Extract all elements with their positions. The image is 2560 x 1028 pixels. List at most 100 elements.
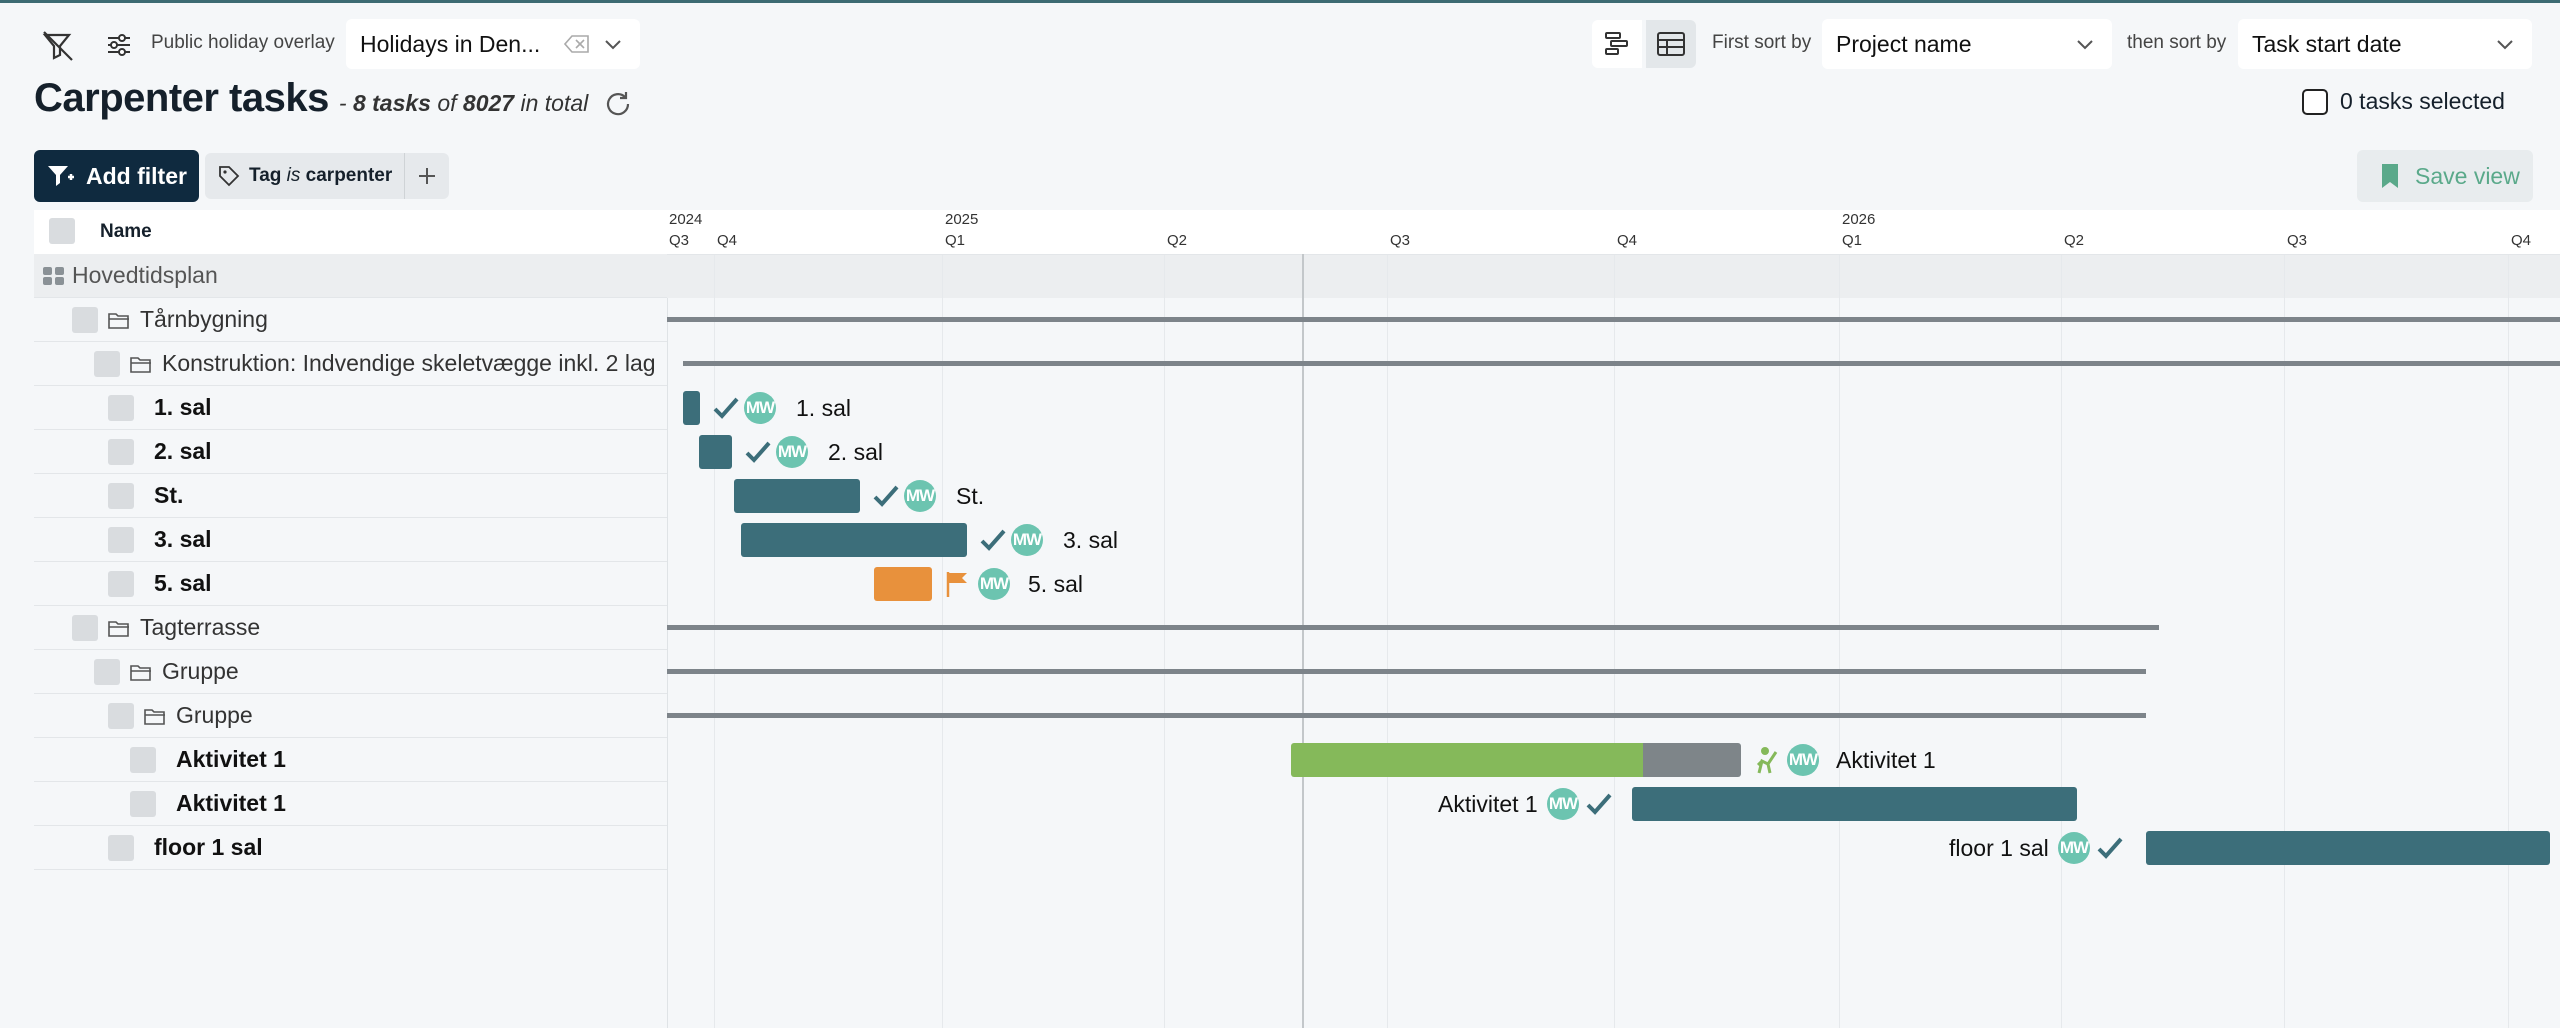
- check-icon: [980, 529, 1006, 551]
- check-icon: [1586, 793, 1612, 815]
- task-row[interactable]: 3. sal: [34, 518, 667, 562]
- select-all-checkbox[interactable]: [2302, 88, 2328, 115]
- progress-bar-remaining[interactable]: [1643, 743, 1741, 777]
- task-bar[interactable]: [699, 435, 732, 469]
- folder-icon: [144, 708, 165, 725]
- task-row[interactable]: 1. sal: [34, 386, 667, 430]
- quarter-label: Q4: [717, 232, 738, 249]
- row-checkbox[interactable]: [108, 570, 134, 597]
- holiday-overlay-select[interactable]: Holidays in Den...: [346, 19, 640, 69]
- task-row[interactable]: Tagterrasse: [34, 606, 667, 650]
- task-bar[interactable]: [2146, 831, 2550, 865]
- table-view-icon[interactable]: [1646, 20, 1696, 68]
- flag-icon: [946, 572, 967, 597]
- holiday-overlay-value: Holidays in Den...: [360, 30, 541, 57]
- row-checkbox[interactable]: [108, 438, 134, 465]
- first-sort-select[interactable]: Project name: [1822, 19, 2112, 69]
- task-row[interactable]: Hovedtidsplan: [34, 254, 667, 298]
- plus-icon[interactable]: [405, 153, 449, 199]
- refresh-icon[interactable]: [602, 90, 634, 122]
- tag-filter-value: carpenter: [300, 165, 393, 186]
- avatar[interactable]: MW: [904, 480, 936, 512]
- late-task-bar[interactable]: [874, 567, 932, 601]
- row-checkbox[interactable]: [94, 658, 120, 685]
- avatar[interactable]: MW: [776, 436, 808, 468]
- selected-count[interactable]: 0 tasks selected: [2302, 88, 2505, 115]
- quarter-label: Q1: [1842, 232, 1863, 249]
- summary-bar[interactable]: [667, 669, 2146, 674]
- task-row[interactable]: Gruppe: [34, 694, 667, 738]
- quarter-label: Q3: [1390, 232, 1411, 249]
- avatar[interactable]: MW: [1011, 524, 1043, 556]
- task-row[interactable]: Tårnbygning: [34, 298, 667, 342]
- clear-icon[interactable]: [564, 35, 590, 53]
- tag-filter-prefix: Tag: [249, 165, 287, 186]
- year-label: 2026: [1842, 211, 1876, 228]
- gantt-view-icon[interactable]: [1592, 20, 1642, 68]
- task-bar[interactable]: [741, 523, 967, 557]
- row-checkbox[interactable]: [72, 614, 98, 641]
- bar-label: 2. sal: [828, 439, 883, 465]
- avatar[interactable]: MW: [1787, 744, 1819, 776]
- task-row[interactable]: Aktivitet 1: [34, 738, 667, 782]
- task-row[interactable]: floor 1 sal: [34, 826, 667, 870]
- row-checkbox[interactable]: [108, 394, 134, 421]
- progress-bar-done[interactable]: [1291, 743, 1643, 777]
- row-checkbox[interactable]: [108, 482, 134, 509]
- row-label: 1. sal: [154, 394, 212, 420]
- summary-bar[interactable]: [667, 317, 2560, 322]
- avatar[interactable]: MW: [978, 568, 1010, 600]
- avatar[interactable]: MW: [1547, 788, 1579, 820]
- folder-icon: [108, 620, 129, 637]
- quarter-label: Q2: [1167, 232, 1188, 249]
- timeline-header: 2024 2025 2026 Q3 Q4 Q1 Q2 Q3 Q4 Q1 Q2 Q3 Q4: [667, 210, 2560, 255]
- then-sort-value: Task start date: [2252, 30, 2402, 57]
- task-row[interactable]: 5. sal: [34, 562, 667, 606]
- row-checkbox[interactable]: [108, 834, 134, 861]
- task-row[interactable]: Aktivitet 1: [34, 782, 667, 826]
- task-summary: - 8 tasks of 8027 in total: [339, 90, 588, 117]
- quarter-gridline: [1387, 210, 1388, 1028]
- header-checkbox[interactable]: [49, 218, 75, 244]
- row-checkbox[interactable]: [108, 702, 134, 729]
- task-bar[interactable]: [1632, 787, 2077, 821]
- quarter-label: Q3: [669, 232, 690, 249]
- save-view-button[interactable]: Save view: [2357, 150, 2533, 202]
- tag-filter-chip[interactable]: Tag is carpenter: [205, 153, 450, 199]
- folder-icon: [130, 664, 151, 681]
- bar-label: Aktivitet 1: [1836, 747, 1936, 773]
- task-row[interactable]: Gruppe: [34, 650, 667, 694]
- task-bar[interactable]: [683, 391, 700, 425]
- avatar[interactable]: MW: [2058, 832, 2090, 864]
- summary-bar[interactable]: [667, 713, 2146, 718]
- quarter-gridline: [1614, 210, 1615, 1028]
- summary-bar[interactable]: [683, 361, 2560, 366]
- row-checkbox[interactable]: [130, 790, 156, 817]
- sliders-icon[interactable]: [102, 28, 136, 62]
- row-checkbox[interactable]: [108, 526, 134, 553]
- row-label: Konstruktion: Indvendige skeletvægge ink…: [162, 350, 656, 376]
- row-checkbox[interactable]: [72, 306, 98, 333]
- task-row[interactable]: 2. sal: [34, 430, 667, 474]
- then-sort-select[interactable]: Task start date: [2238, 19, 2532, 69]
- holiday-overlay-label: Public holiday overlay: [151, 32, 335, 53]
- summary-bar[interactable]: [667, 625, 2159, 630]
- hide-holidays-icon[interactable]: [40, 28, 76, 64]
- task-bar[interactable]: [734, 479, 860, 513]
- row-checkbox[interactable]: [130, 746, 156, 773]
- row-label: Gruppe: [162, 658, 239, 684]
- task-row[interactable]: Konstruktion: Indvendige skeletvægge ink…: [34, 342, 667, 386]
- avatar[interactable]: MW: [744, 392, 776, 424]
- page-header: Carpenter tasks - 8 tasks of 8027 in tot…: [34, 76, 634, 136]
- tag-filter-operator: is: [286, 165, 301, 186]
- row-label: 3. sal: [154, 526, 212, 552]
- row-label: floor 1 sal: [154, 834, 263, 860]
- row-label: 5. sal: [154, 570, 212, 596]
- row-label: Gruppe: [176, 702, 253, 728]
- add-filter-label: Add filter: [86, 162, 187, 189]
- chevron-down-icon: [2497, 40, 2513, 50]
- worker-icon: [1756, 747, 1778, 774]
- task-row[interactable]: St.: [34, 474, 667, 518]
- add-filter-button[interactable]: Add filter: [34, 150, 199, 202]
- row-checkbox[interactable]: [94, 350, 120, 377]
